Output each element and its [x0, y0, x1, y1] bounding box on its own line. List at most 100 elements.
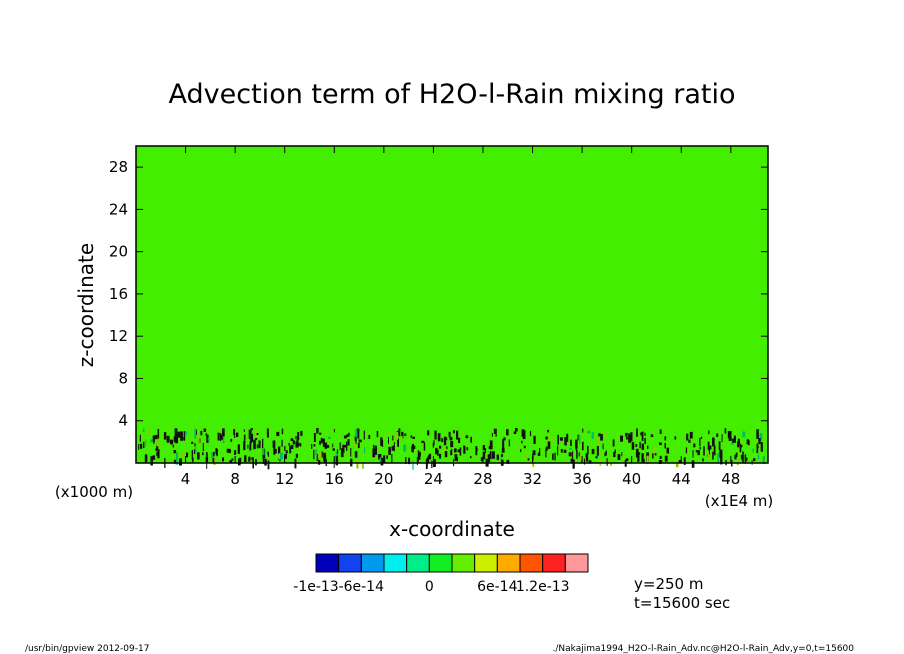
disturbance-mark: [324, 442, 328, 449]
annotation-t: t=15600 sec: [634, 594, 730, 612]
disturbance-mark: [156, 444, 159, 450]
disturbance-mark: [243, 434, 246, 441]
disturbance-mark: [247, 444, 249, 449]
x-tick-label: 48: [721, 470, 740, 488]
disturbance-mark: [335, 455, 339, 466]
disturbance-mark: [231, 458, 234, 461]
disturbance-mark: [757, 445, 759, 449]
disturbance-mark: [604, 452, 606, 457]
disturbance-mark: [635, 448, 639, 458]
disturbance-mark: [217, 432, 220, 441]
disturbance-mark: [262, 456, 265, 464]
disturbance-mark: [470, 436, 472, 443]
disturbance-mark: [180, 437, 184, 441]
disturbance-mark: [532, 450, 536, 456]
disturbance-mark: [397, 438, 399, 447]
disturbance-mark: [454, 454, 458, 461]
disturbance-mark: [150, 456, 153, 466]
disturbance-mark: [604, 432, 608, 437]
disturbance-mark: [545, 436, 548, 440]
disturbance-mark: [315, 449, 317, 456]
disturbance-mark: [354, 451, 358, 458]
disturbance-mark: [214, 453, 216, 458]
disturbance-mark: [318, 458, 321, 465]
disturbance-mark: [691, 460, 695, 468]
disturbance-mark: [628, 433, 631, 443]
disturbance-mark: [450, 450, 453, 456]
disturbance-mark: [226, 448, 230, 453]
footer-right: ./Nakajima1994_H2O-l-Rain_Adv.nc@H2O-l-R…: [553, 644, 855, 654]
disturbance-mark: [762, 456, 765, 464]
disturbance-mark: [700, 436, 703, 439]
disturbance-mark: [520, 449, 522, 453]
disturbance-mark: [652, 453, 654, 459]
disturbance-mark: [551, 435, 553, 444]
colorbar-label: -1e-13: [293, 579, 338, 595]
disturbance-mark: [273, 448, 277, 454]
disturbance-mark: [475, 448, 478, 451]
y-tick-label: 4: [118, 412, 128, 430]
disturbance-mark: [456, 457, 458, 462]
disturbance-mark: [724, 428, 727, 434]
disturbance-mark: [206, 434, 209, 443]
colorbar-swatch: [519, 553, 544, 573]
disturbance-mark: [427, 430, 430, 436]
disturbance-mark: [557, 445, 559, 456]
disturbance-mark: [582, 441, 584, 451]
disturbance-mark: [386, 455, 388, 459]
footer-left: /usr/bin/gpview 2012-09-17: [25, 644, 149, 654]
disturbance-mark: [435, 447, 438, 455]
disturbance-mark: [220, 434, 223, 440]
disturbance-mark: [702, 458, 704, 462]
disturbance-mark: [173, 459, 176, 464]
disturbance-mark: [250, 433, 253, 443]
colorbar-swatch: [564, 553, 589, 573]
disturbance-mark: [640, 432, 643, 436]
disturbance-mark: [288, 443, 290, 446]
disturbance-mark: [712, 451, 714, 460]
colorbar-swatch: [315, 553, 340, 573]
disturbance-mark: [458, 437, 461, 443]
x-tick-label: 4: [181, 470, 191, 488]
disturbance-mark: [707, 451, 709, 460]
disturbance-mark: [545, 448, 547, 458]
disturbance-mark: [569, 447, 572, 450]
disturbance-mark: [368, 434, 371, 439]
disturbance-mark: [579, 454, 582, 464]
disturbance-mark: [466, 447, 469, 451]
disturbance-mark: [243, 440, 246, 451]
disturbance-mark: [138, 444, 140, 450]
disturbance-mark: [612, 439, 615, 447]
disturbance-mark: [683, 457, 686, 465]
disturbance-mark: [441, 438, 444, 443]
y-axis-label: z-coordinate: [74, 243, 98, 367]
chart-title: Advection term of H2O-l-Rain mixing rati…: [169, 79, 736, 110]
disturbance-mark: [446, 446, 448, 450]
disturbance-mark: [508, 439, 510, 447]
disturbance-mark: [576, 449, 578, 459]
disturbance-mark: [617, 454, 621, 460]
disturbance-mark: [262, 448, 265, 455]
disturbance-mark: [736, 457, 739, 466]
disturbance-mark: [502, 439, 505, 449]
disturbance-mark: [425, 458, 429, 461]
disturbance-mark: [191, 450, 193, 460]
disturbance-mark: [200, 430, 203, 436]
disturbance-mark: [379, 458, 382, 462]
x-tick-label: 32: [523, 470, 542, 488]
disturbance-mark: [654, 453, 657, 456]
disturbance-mark: [658, 460, 662, 464]
disturbance-mark: [461, 432, 465, 436]
x-tick-label: 40: [622, 470, 641, 488]
disturbance-mark: [587, 430, 591, 434]
disturbance-mark: [756, 443, 759, 454]
disturbance-mark: [439, 445, 442, 449]
disturbance-mark: [195, 447, 197, 454]
disturbance-mark: [249, 441, 252, 451]
disturbance-mark: [554, 452, 556, 461]
disturbance-mark: [355, 429, 358, 438]
disturbance-mark: [229, 460, 233, 463]
disturbance-mark: [142, 428, 145, 433]
y-tick-label: 16: [109, 285, 128, 303]
disturbance-mark: [278, 446, 281, 454]
